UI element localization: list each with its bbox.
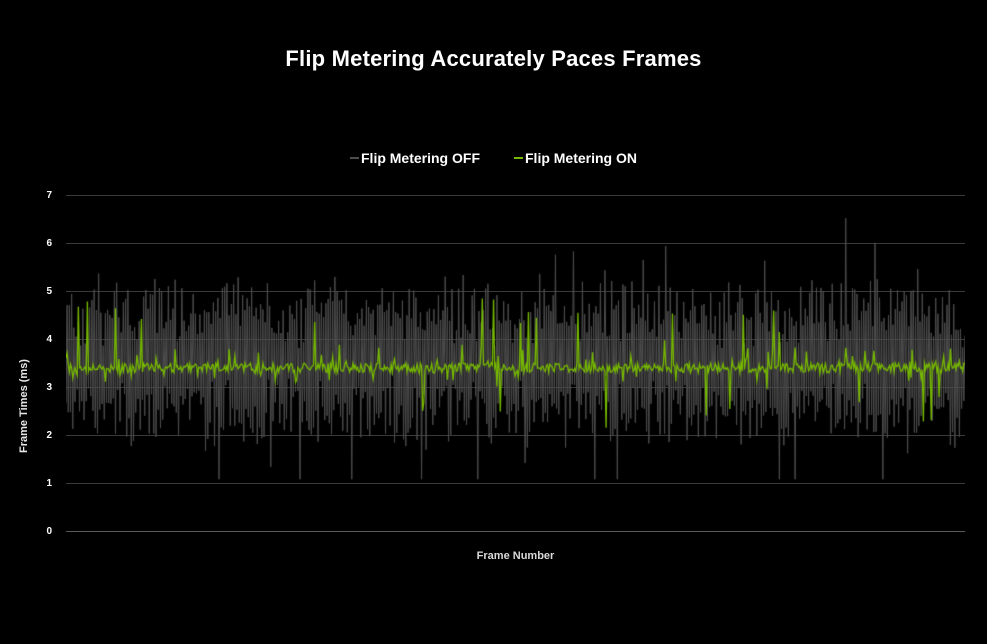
y-tick-label-6: 6 [46, 237, 52, 249]
plot-area [66, 195, 965, 532]
chart-title: Flip Metering Accurately Paces Frames [285, 46, 702, 71]
gridline-7 [66, 195, 965, 196]
legend-marker-off-line-icon [350, 157, 359, 159]
y-tick-label-5: 5 [46, 285, 52, 297]
y-tick-label-3: 3 [46, 381, 52, 393]
y-tick-label-1: 1 [46, 478, 52, 489]
x-axis-title: Frame Number [476, 550, 555, 562]
legend-item-flip-metering-on: Flip Metering ON [514, 150, 637, 166]
y-tick-label-0: 0 [46, 526, 52, 537]
y-tick-label-2: 2 [46, 430, 52, 441]
series-canvas [66, 196, 965, 532]
y-axis-ticks: 0 1 2 3 4 5 6 7 [0, 190, 52, 537]
y-tick-label-4: 4 [46, 334, 52, 345]
y-tick-label-7: 7 [46, 190, 52, 201]
legend-item-flip-metering-off: Flip Metering OFF [350, 150, 480, 166]
legend-label-on: Flip Metering ON [525, 150, 637, 166]
legend-label-off: Flip Metering OFF [361, 150, 480, 166]
legend-marker-on-line-icon [514, 157, 523, 159]
legend: Flip Metering OFF Flip Metering ON [0, 150, 987, 166]
